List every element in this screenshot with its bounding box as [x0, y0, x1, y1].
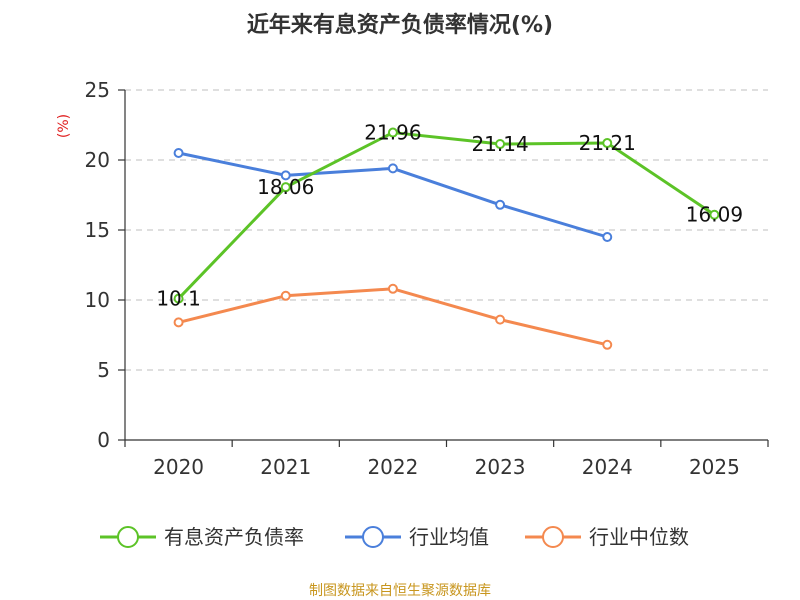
legend-marker	[362, 526, 384, 548]
source-note: 制图数据来自恒生聚源数据库	[309, 583, 491, 599]
data-point	[495, 139, 506, 150]
y-tick-label: 10	[85, 288, 110, 312]
y-axis-unit-label: (%)	[56, 114, 72, 138]
data-point	[602, 339, 613, 350]
data-point	[280, 182, 291, 193]
y-tick-label: 0	[97, 428, 110, 452]
data-point	[387, 283, 398, 294]
data-point	[173, 293, 184, 304]
legend-label: 行业均值	[409, 525, 489, 549]
series-line	[177, 131, 716, 300]
x-tick-label: 2025	[689, 455, 740, 479]
x-tick-label: 2020	[153, 455, 204, 479]
data-point	[602, 138, 613, 149]
data-label: 21.14	[471, 132, 528, 156]
data-point	[495, 199, 506, 210]
data-point	[387, 127, 398, 138]
data-label: 10.1	[156, 287, 201, 311]
legend-marker	[542, 526, 564, 548]
data-label: 18.06	[257, 175, 314, 199]
legend-marker	[117, 526, 139, 548]
gridlines	[125, 89, 768, 371]
y-tick-label: 25	[85, 78, 110, 102]
data-point	[280, 170, 291, 181]
y-tick-label: 20	[85, 148, 110, 172]
series-line	[178, 287, 608, 347]
series-lines	[173, 127, 720, 350]
x-tick-label: 2021	[260, 455, 311, 479]
x-tick-label: 2023	[475, 455, 526, 479]
data-point	[280, 290, 291, 301]
data-point	[387, 163, 398, 174]
legend-label: 行业中位数	[589, 525, 689, 549]
data-label: 21.96	[364, 121, 421, 145]
y-tick-label: 5	[97, 358, 110, 382]
data-label: 16.09	[686, 203, 743, 227]
chart-title: 近年来有息资产负债率情况(%)	[247, 12, 553, 38]
data-labels: 10.1 18.06 21.96 21.14 21.21 16.09	[156, 121, 743, 311]
data-point	[709, 209, 720, 220]
legend: 有息资产负债率 行业均值 行业中位数	[100, 525, 689, 549]
data-point	[173, 317, 184, 328]
x-tick-label: 2022	[367, 455, 418, 479]
x-tick-label: 2024	[582, 455, 633, 479]
data-point	[173, 148, 184, 158]
data-label: 21.21	[579, 131, 636, 155]
data-point	[602, 232, 613, 242]
data-point	[495, 314, 506, 325]
legend-label: 有息资产负债率	[164, 525, 304, 549]
y-tick-label: 15	[85, 218, 110, 242]
